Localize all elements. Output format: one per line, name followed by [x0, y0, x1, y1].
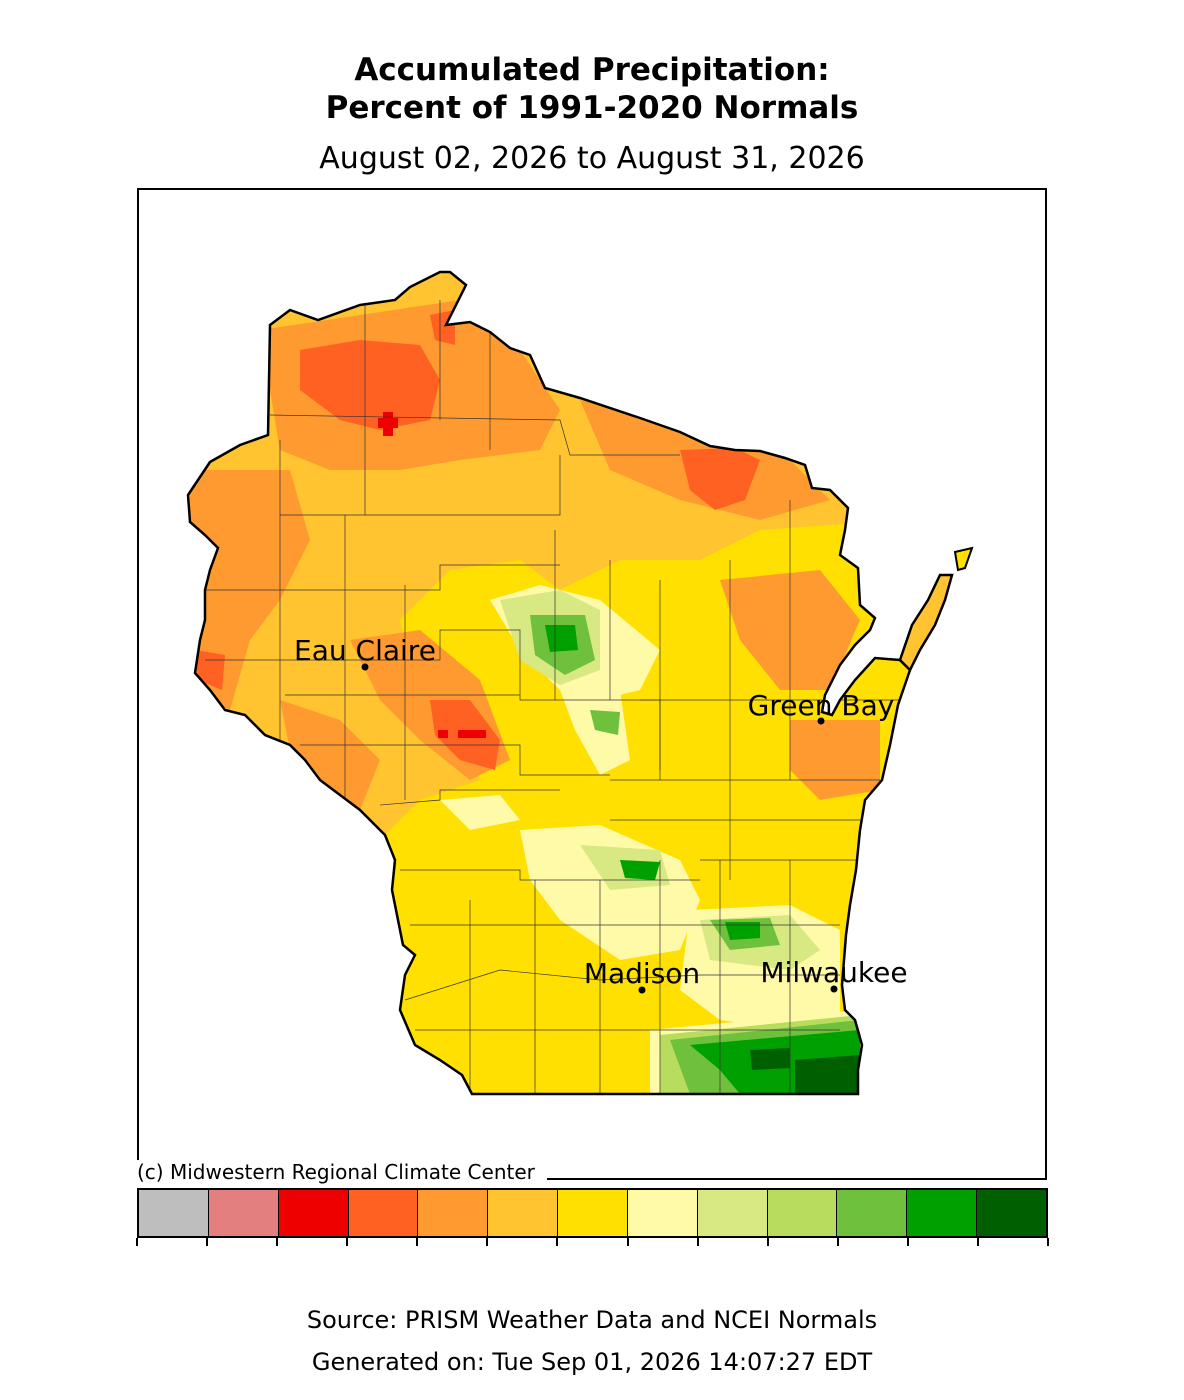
legend-swatch — [767, 1190, 838, 1236]
legend-swatch — [907, 1190, 978, 1236]
legend-tick-mark — [766, 1238, 769, 1246]
wisconsin-map: Eau Claire Green Bay Madison Milwaukee — [186, 270, 974, 1096]
legend-tick-mark — [1047, 1238, 1049, 1246]
legend-swatch — [837, 1190, 908, 1236]
legend-tick-mark — [626, 1238, 629, 1246]
legend-swatch — [558, 1190, 628, 1236]
source-note: Source: PRISM Weather Data and NCEI Norm… — [306, 1306, 878, 1334]
washington-island — [953, 546, 974, 572]
generated-timestamp: Generated on: Tue Sep 01, 2026 14:07:27 … — [311, 1348, 873, 1376]
state-outline — [186, 270, 912, 1096]
legend-swatch — [488, 1190, 559, 1236]
date-range: August 02, 2026 to August 31, 2026 — [319, 141, 865, 176]
eau-claire-label: Eau Claire — [294, 634, 436, 667]
color-legend-bar — [137, 1188, 1048, 1238]
legend-tick-mark — [906, 1238, 909, 1246]
madison-label: Madison — [584, 957, 700, 990]
copyright-credit: (c) Midwestern Regional Climate Center — [137, 1160, 547, 1184]
legend-tick-mark — [696, 1238, 699, 1246]
green-bay-marker — [817, 717, 825, 725]
legend-tick-mark — [136, 1238, 138, 1246]
legend-swatch — [348, 1190, 419, 1236]
map-title-line1: Accumulated Precipitation: — [354, 52, 830, 88]
milwaukee-label: Milwaukee — [760, 956, 907, 989]
legend-swatch — [139, 1190, 209, 1236]
legend-tick-mark — [486, 1238, 489, 1246]
legend-tick-mark — [276, 1238, 279, 1246]
county-lines — [200, 300, 900, 1094]
legend-swatch — [977, 1190, 1046, 1236]
legend-swatch — [418, 1190, 489, 1236]
madison-marker — [638, 986, 646, 994]
legend-tick-mark — [416, 1238, 419, 1246]
map-title-line2: Percent of 1991-2020 Normals — [325, 90, 859, 126]
legend-tick-mark — [206, 1238, 209, 1246]
legend-swatch — [278, 1190, 349, 1236]
door-peninsula — [898, 573, 954, 673]
eau-claire-marker — [361, 663, 369, 671]
legend-tick-mark — [836, 1238, 839, 1246]
green-bay-label: Green Bay — [748, 689, 895, 722]
legend-swatch — [208, 1190, 279, 1236]
legend-swatch — [697, 1190, 768, 1236]
legend-tick-mark — [346, 1238, 349, 1246]
legend-tick-mark — [556, 1238, 559, 1246]
milwaukee-marker — [830, 985, 838, 993]
legend-tick-mark — [976, 1238, 979, 1246]
legend-swatch — [627, 1190, 698, 1236]
